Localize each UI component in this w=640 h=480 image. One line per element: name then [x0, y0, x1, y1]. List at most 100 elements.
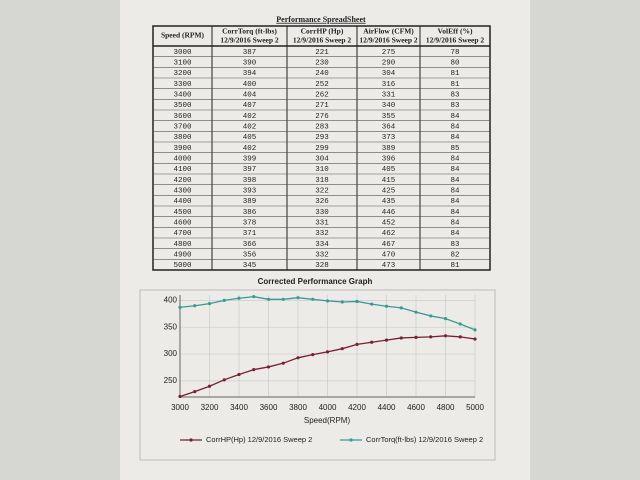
data-point [281, 361, 285, 365]
y-tick-label: 250 [164, 376, 178, 385]
chart-frame [139, 289, 496, 461]
chart-title: Corrected Performance Graph [258, 277, 373, 286]
data-point [414, 335, 418, 340]
data-point [325, 299, 330, 303]
table-cell: 4100 [173, 166, 192, 174]
table-cell: 3300 [173, 81, 192, 89]
table-cell: 3800 [173, 134, 192, 142]
table-cell: 318 [315, 177, 329, 185]
table-cell: 283 [315, 123, 329, 131]
data-point [370, 340, 374, 344]
table-cell: 293 [315, 134, 329, 142]
table-cell: 84 [450, 134, 460, 142]
data-point [178, 394, 182, 399]
table-cell: 84 [450, 187, 460, 195]
table-cell: 425 [382, 187, 396, 195]
data-point [311, 352, 315, 357]
table-cell: 3600 [173, 113, 192, 121]
data-point [443, 317, 448, 321]
table-cell: 84 [450, 198, 460, 206]
table-cell: 84 [450, 155, 460, 163]
table-cell: 5000 [173, 262, 192, 270]
table-cell: 3500 [173, 102, 192, 110]
table-cell: 364 [382, 123, 396, 131]
table-cell: 84 [450, 219, 460, 227]
data-point [340, 300, 344, 304]
data-point [384, 338, 389, 342]
table-cell: 366 [243, 241, 257, 249]
table-cell: 462 [382, 230, 396, 238]
table-cell: 470 [382, 251, 396, 259]
table-cell: 221 [315, 49, 329, 57]
data-point [252, 295, 256, 299]
table-cell: 4000 [173, 155, 192, 163]
table-cell: 3000 [173, 49, 192, 57]
legend-marker [189, 438, 193, 442]
table-cell: 271 [315, 102, 329, 110]
table-cell: 3400 [173, 91, 192, 99]
table-cell: 399 [243, 155, 257, 163]
column-subheader: 12/9/2016 Sweep 2 [293, 36, 352, 45]
data-point [399, 306, 403, 310]
table-cell: 81 [450, 70, 460, 78]
column-subheader: 12/9/2016 Sweep 2 [426, 36, 485, 45]
table-cell: 275 [382, 49, 396, 57]
column-header: AirFlow (CFM) [363, 27, 414, 36]
data-point [325, 350, 330, 354]
table-cell: 4800 [173, 241, 192, 249]
x-tick-label: 3400 [230, 403, 248, 412]
data-point [296, 296, 300, 300]
table-cell: 473 [382, 262, 396, 270]
table-cell: 4700 [173, 230, 192, 238]
table-cell: 402 [243, 123, 257, 131]
data-point [237, 296, 241, 300]
table-cell: 446 [382, 209, 396, 217]
table-cell: 84 [450, 209, 460, 217]
table-cell: 356 [243, 251, 257, 259]
table-cell: 332 [315, 251, 329, 259]
table-cell: 299 [315, 145, 329, 153]
table-cell: 373 [382, 134, 396, 142]
data-point [458, 322, 462, 326]
table-cell: 393 [243, 187, 257, 195]
table-cell: 452 [382, 219, 396, 227]
table-cell: 83 [450, 102, 460, 110]
legend-label: CorrHP(Hp) 12/9/2016 Sweep 2 [206, 435, 312, 444]
table-cell: 4500 [173, 209, 192, 217]
column-header: VolEff (%) [438, 27, 473, 36]
table-cell: 80 [450, 59, 460, 67]
table-cell: 389 [382, 145, 396, 153]
table-cell: 330 [315, 209, 329, 217]
table-cell: 4600 [173, 219, 192, 227]
table-cell: 84 [450, 166, 460, 174]
x-tick-label: 4200 [348, 403, 366, 412]
table-cell: 316 [382, 81, 396, 89]
table-cell: 4400 [173, 198, 192, 206]
table-cell: 84 [450, 230, 460, 238]
data-point [281, 297, 285, 301]
y-tick-label: 350 [164, 322, 178, 331]
table-cell: 435 [382, 198, 396, 206]
data-point [207, 301, 212, 306]
table-cell: 402 [243, 145, 257, 153]
table-cell: 371 [243, 230, 257, 238]
table-cell: 405 [243, 134, 257, 142]
x-tick-label: 4400 [378, 403, 396, 412]
table-cell: 3200 [173, 70, 192, 78]
data-point [473, 337, 477, 341]
table-cell: 3700 [173, 123, 192, 131]
data-point [370, 302, 374, 306]
table-cell: 378 [243, 219, 257, 227]
table-cell: 398 [243, 177, 257, 185]
table-cell: 404 [243, 91, 257, 99]
table-cell: 340 [382, 102, 396, 110]
table-cell: 332 [315, 230, 329, 238]
table-cell: 397 [243, 166, 257, 174]
column-header: Speed (RPM) [161, 31, 205, 40]
data-point [458, 335, 462, 339]
table-cell: 82 [450, 251, 459, 259]
legend-marker [349, 438, 353, 442]
data-point [384, 304, 389, 308]
y-tick-label: 400 [164, 295, 178, 304]
data-point [222, 298, 226, 302]
